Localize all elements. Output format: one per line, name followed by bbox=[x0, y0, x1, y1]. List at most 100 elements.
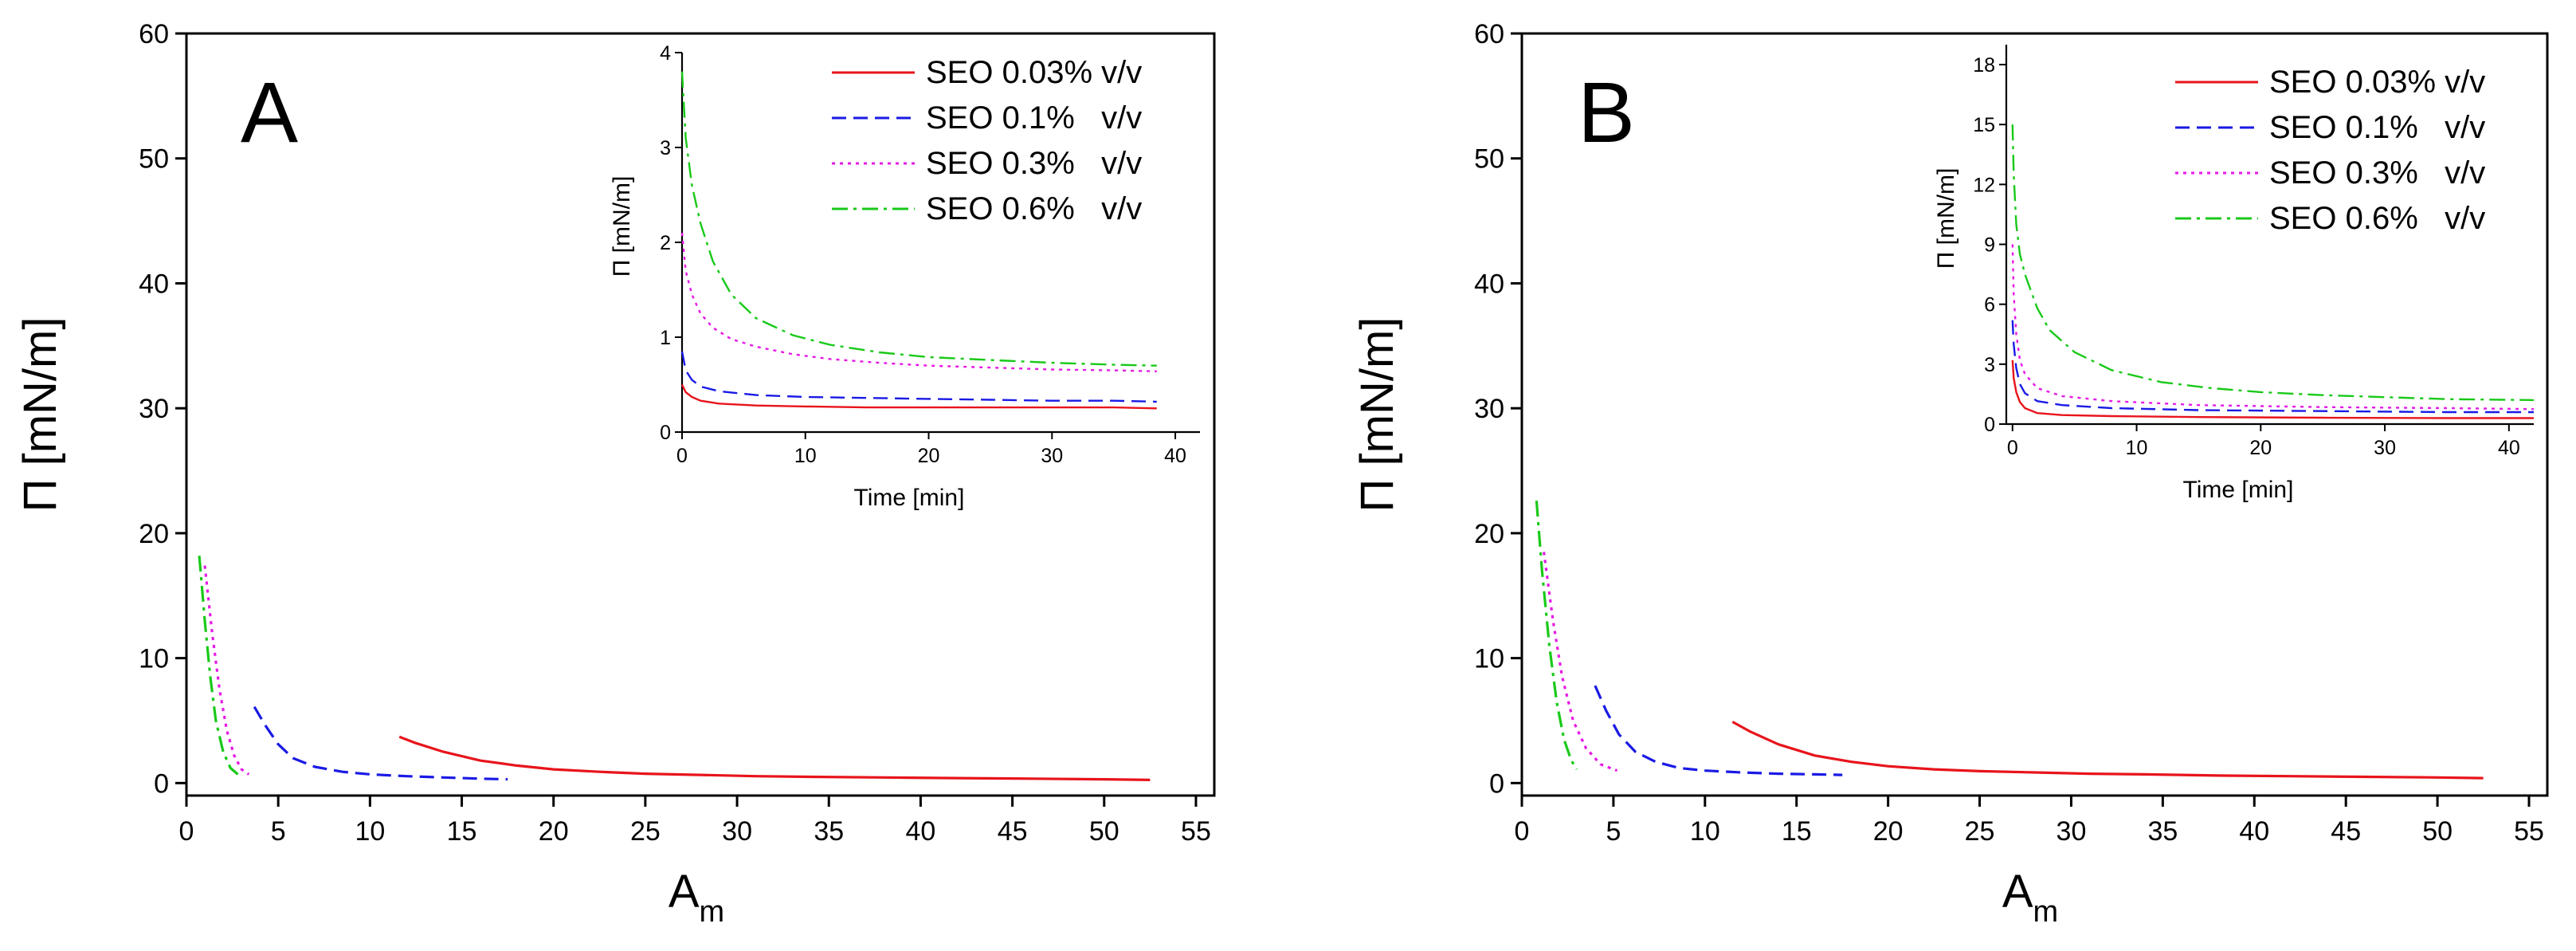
x-tick-label: 35 bbox=[2147, 816, 2178, 847]
x-tick-label: 35 bbox=[814, 816, 844, 847]
inset-x-tick-label: 40 bbox=[2498, 437, 2520, 459]
legend-label: SEO 0.6% v/v bbox=[2269, 201, 2485, 236]
series-line bbox=[398, 735, 1151, 781]
inset-y-tick-label: 1 bbox=[660, 327, 671, 349]
inset-y-tick-label: 0 bbox=[660, 422, 671, 444]
inset-x-tick-label: 20 bbox=[2249, 437, 2272, 459]
series-line bbox=[1594, 685, 1843, 776]
x-tick-label: 30 bbox=[2056, 816, 2087, 847]
series-line bbox=[1535, 500, 1578, 770]
x-axis-title-subscript: m bbox=[700, 895, 725, 929]
inset-series-line bbox=[2011, 124, 2535, 402]
inset-series-line bbox=[2011, 360, 2534, 419]
y-tick-label: 20 bbox=[139, 519, 169, 549]
inset-series-line bbox=[2011, 244, 2535, 411]
series-line bbox=[1731, 721, 2484, 780]
inset-x-tick-label: 0 bbox=[2007, 437, 2018, 459]
x-tick-label: 10 bbox=[355, 816, 385, 847]
legend-label: SEO 0.6% v/v bbox=[926, 191, 1142, 226]
inset-series-line bbox=[680, 351, 1157, 403]
x-tick-label: 5 bbox=[1606, 816, 1621, 847]
inset-y-tick-label: 3 bbox=[1984, 354, 1995, 376]
x-tick-label: 55 bbox=[1181, 816, 1211, 847]
inset-x-tick-label: 10 bbox=[794, 445, 817, 467]
inset-series-line bbox=[680, 383, 1157, 410]
inset-y-axis-title: Π [mN/m] bbox=[609, 176, 635, 277]
x-tick-label: 5 bbox=[271, 816, 286, 847]
inset-chart: 0 10 20 30 40 0 1 2 3 4 Time [min] Π [mN/m] bbox=[609, 42, 1200, 511]
x-tick-label: 20 bbox=[539, 816, 569, 847]
inset-y-tick-label: 9 bbox=[1984, 234, 1995, 257]
plot-frame bbox=[1520, 32, 2549, 797]
x-axis-title: Am bbox=[669, 866, 724, 929]
legend: SEO 0.03% v/v SEO 0.1% v/v SEO 0.3% v/v SEO… bbox=[832, 55, 1142, 226]
x-tick-label: 10 bbox=[1690, 816, 1720, 847]
y-tick-label: 0 bbox=[1489, 768, 1504, 799]
panel-letter: B bbox=[1578, 64, 1635, 160]
inset-y-tick-label: 2 bbox=[660, 232, 671, 254]
x-tick-label: 50 bbox=[1089, 816, 1119, 847]
inset-y-axis-title: Π [mN/m] bbox=[1933, 168, 1959, 269]
x-tick-label: 40 bbox=[2239, 816, 2269, 847]
x-tick-label: 0 bbox=[179, 816, 194, 847]
x-tick-label: 50 bbox=[2422, 816, 2452, 847]
plot-frame bbox=[185, 32, 1216, 797]
y-tick-label: 50 bbox=[1474, 144, 1504, 175]
inset-chart: 0 10 20 30 40 0 3 6 9 12 15 18 Time [min] Π [mN/m] bbox=[1933, 45, 2535, 503]
y-tick-label: 0 bbox=[154, 768, 169, 799]
x-tick-label: 15 bbox=[1782, 816, 1812, 847]
y-tick-label: 60 bbox=[139, 19, 169, 49]
x-axis-title-subscript: m bbox=[2033, 895, 2059, 929]
x-tick-label: 25 bbox=[630, 816, 661, 847]
inset-x-tick-label: 20 bbox=[918, 445, 940, 467]
inset-y-tick-label: 15 bbox=[1973, 114, 1995, 136]
inset-x-tick-label: 0 bbox=[676, 445, 688, 467]
inset-y-tick-label: 12 bbox=[1973, 174, 1995, 196]
inset-x-tick-label: 40 bbox=[1164, 445, 1186, 467]
x-tick-label: 40 bbox=[906, 816, 936, 847]
inset-x-tick-label: 10 bbox=[2126, 437, 2148, 459]
series-line bbox=[1543, 552, 1618, 772]
series-line bbox=[253, 705, 508, 781]
y-tick-label: 60 bbox=[1474, 19, 1504, 49]
panel-letter: A bbox=[241, 64, 298, 160]
inset-series-line bbox=[680, 71, 1157, 367]
inset-series-line bbox=[2011, 320, 2534, 414]
legend-label: SEO 0.3% v/v bbox=[926, 146, 1142, 181]
inset-x-tick-label: 30 bbox=[2374, 437, 2396, 459]
x-tick-label: 0 bbox=[1515, 816, 1530, 847]
x-tick-label: 20 bbox=[1873, 816, 1904, 847]
series-line bbox=[203, 565, 250, 776]
y-axis-title: Π [mN/m] bbox=[1351, 317, 1403, 513]
x-tick-label: 45 bbox=[2331, 816, 2361, 847]
x-axis-title: Am bbox=[2002, 866, 2058, 929]
legend: SEO 0.03% v/v SEO 0.1% v/v SEO 0.3% v/v SEO… bbox=[2175, 65, 2485, 236]
y-tick-label: 10 bbox=[139, 644, 169, 674]
y-tick-label: 30 bbox=[1474, 394, 1504, 424]
x-tick-label: 55 bbox=[2514, 816, 2544, 847]
inset-x-axis-title: Time [min] bbox=[2183, 477, 2294, 503]
x-tick-label: 25 bbox=[1965, 816, 1995, 847]
inset-y-tick-label: 6 bbox=[1984, 294, 1995, 316]
y-tick-label: 20 bbox=[1474, 519, 1504, 549]
x-tick-label: 15 bbox=[447, 816, 477, 847]
inset-y-tick-label: 4 bbox=[660, 42, 671, 65]
legend-label: SEO 0.03% v/v bbox=[926, 55, 1142, 90]
y-tick-label: 40 bbox=[139, 269, 169, 299]
y-tick-label: 50 bbox=[139, 144, 169, 175]
inset-y-tick-label: 3 bbox=[660, 137, 671, 159]
x-tick-label: 30 bbox=[722, 816, 752, 847]
x-tick-label: 45 bbox=[998, 816, 1028, 847]
legend-label: SEO 0.1% v/v bbox=[926, 100, 1142, 136]
y-axis-title: Π [mN/m] bbox=[14, 317, 66, 513]
inset-series-line bbox=[680, 232, 1157, 372]
y-tick-label: 40 bbox=[1474, 269, 1504, 299]
series-line bbox=[198, 555, 239, 776]
inset-y-tick-label: 18 bbox=[1973, 54, 1995, 77]
inset-x-axis-title: Time [min] bbox=[854, 485, 965, 511]
inset-x-tick-label: 30 bbox=[1041, 445, 1063, 467]
inset-y-tick-label: 0 bbox=[1984, 414, 1995, 436]
